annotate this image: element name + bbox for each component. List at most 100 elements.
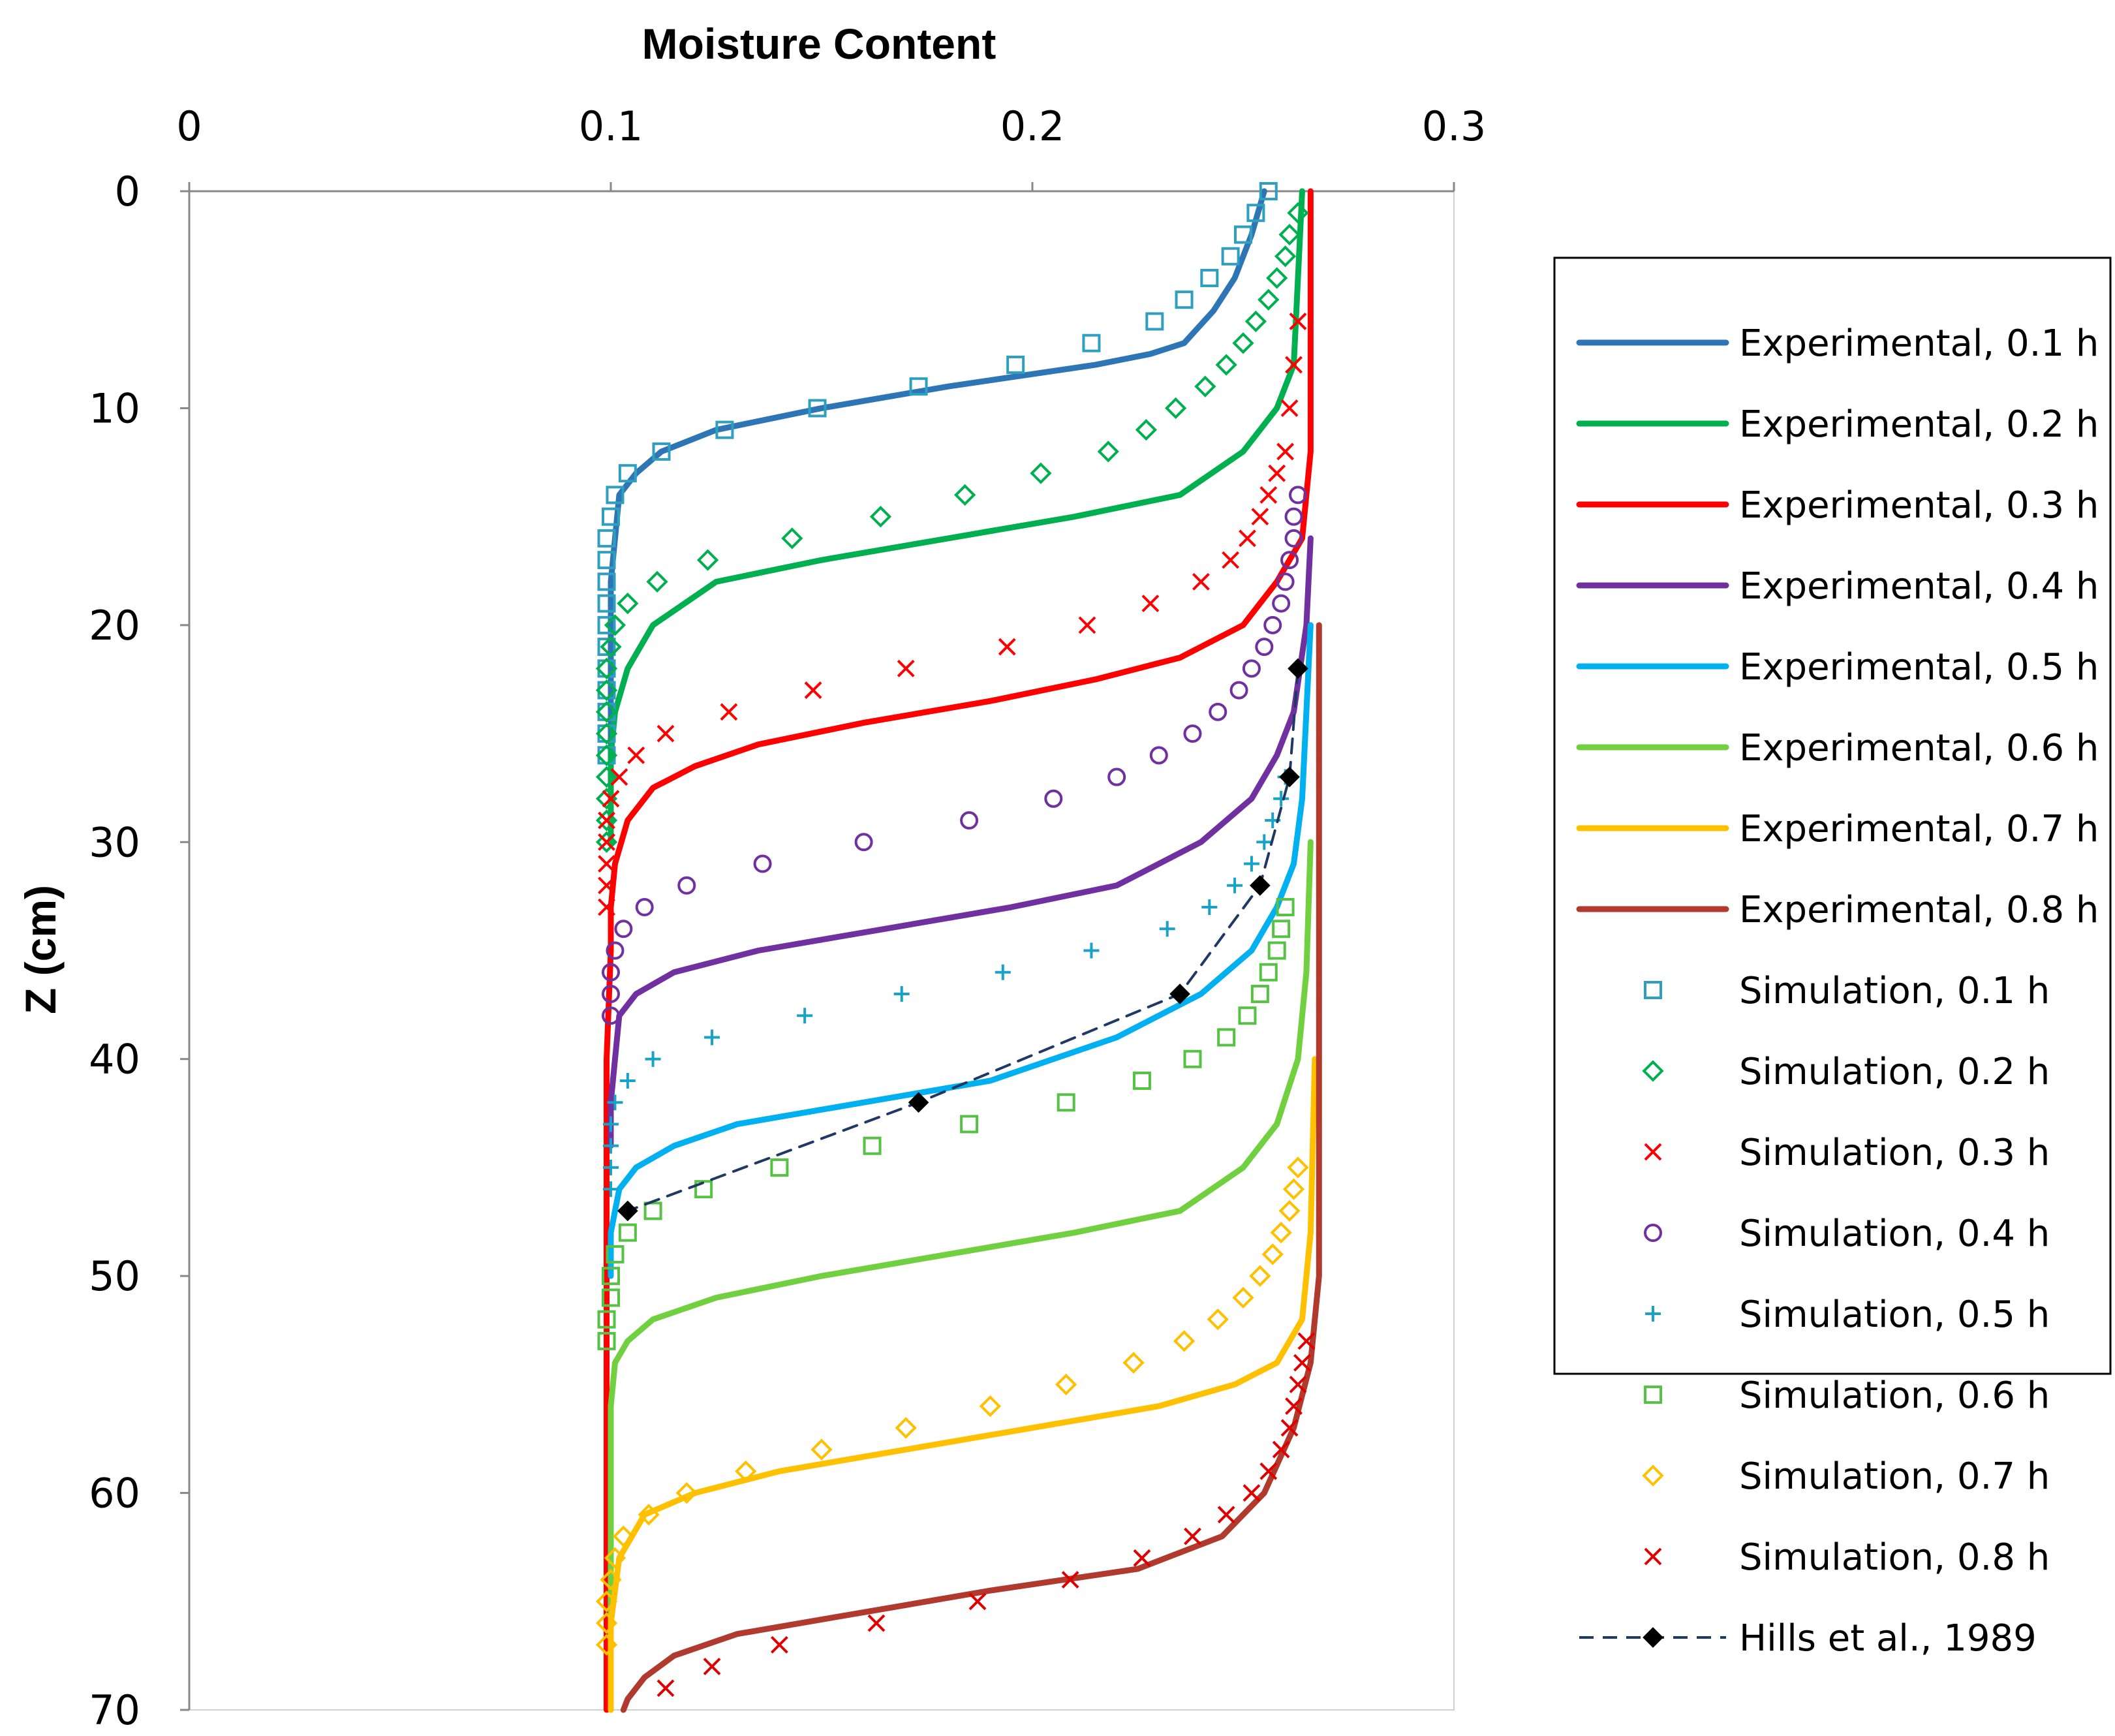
data-point-simulation-0-3-h [627, 746, 645, 764]
data-point-simulation-0-1-h [652, 442, 671, 461]
data-point-simulation-0-7-h [675, 1481, 698, 1504]
legend-item-simulation-0-1-h: Simulation, 0.1 h [1644, 970, 2050, 1012]
data-point-simulation-0-4-h [1280, 551, 1299, 570]
data-point-simulation-0-1-h [597, 638, 616, 657]
data-point-simulation-0-3-h [720, 703, 738, 721]
series-experimental-0-3-h [604, 188, 1314, 1713]
data-point-simulation-0-4-h [602, 984, 620, 1003]
data-point-simulation-0-6-h [960, 1115, 979, 1134]
legend-label: Experimental, 0.5 h [1739, 646, 2099, 689]
data-point-simulation-0-7-h [1282, 1178, 1305, 1200]
data-point-simulation-0-2-h [869, 506, 892, 528]
data-point-simulation-0-1-h [1145, 312, 1164, 331]
legend-label: Experimental, 0.7 h [1739, 808, 2099, 850]
data-point-simulation-0-7-h [595, 1612, 618, 1634]
series-line-experimental-0-5-h [608, 622, 1314, 1279]
data-point-simulation-0-4-h [1263, 615, 1282, 634]
data-point-simulation-0-5-h [1243, 856, 1259, 872]
data-point-simulation-0-2-h [1097, 441, 1119, 463]
legend-item-experimental-0-2-h: Experimental, 0.2 h [1576, 403, 2099, 446]
data-point-simulation-0-6-h [1250, 984, 1269, 1003]
data-point-simulation-0-2-h [1244, 310, 1267, 333]
data-point-simulation-0-2-h [595, 744, 618, 766]
data-point-simulation-0-7-h [735, 1460, 757, 1482]
data-point-simulation-0-5-h [893, 985, 910, 1002]
legend-label: Hills et al., 1989 [1739, 1617, 2037, 1660]
data-point-simulation-0-1-h [1200, 268, 1219, 287]
data-point-simulation-0-4-h [602, 963, 620, 982]
legend-label: Simulation, 0.4 h [1739, 1213, 2050, 1255]
data-point-simulation-0-8-h [1217, 1506, 1235, 1524]
data-point-simulation-0-3-h [804, 681, 822, 700]
data-point-hills-et-al-1989 [1250, 875, 1271, 896]
data-point-simulation-0-4-h [960, 811, 979, 830]
series-experimental-0-6-h [608, 839, 1314, 1713]
y-tick-label: 0 [115, 168, 140, 215]
data-point-simulation-0-5-h [995, 964, 1011, 980]
series-line-experimental-0-7-h [608, 1056, 1318, 1713]
data-point-simulation-0-2-h [595, 809, 618, 831]
data-point-simulation-0-7-h [1270, 1222, 1292, 1244]
data-point-simulation-0-3-h [598, 833, 615, 851]
data-point-simulation-0-4-h [1149, 746, 1168, 765]
data-point-simulation-0-1-h [1082, 333, 1101, 352]
data-point-simulation-0-3-h [598, 855, 615, 873]
data-point-simulation-0-3-h [1239, 529, 1256, 548]
data-point-simulation-0-4-h [1284, 529, 1303, 548]
data-point-simulation-0-6-h [606, 1245, 625, 1263]
legend-item-simulation-0-7-h: Simulation, 0.7 h [1642, 1455, 2050, 1498]
data-point-simulation-0-5-h [603, 1138, 619, 1154]
data-point-simulation-0-6-h [597, 1310, 616, 1329]
data-point-simulation-0-4-h [606, 941, 625, 960]
data-point-simulation-0-4-h [1107, 767, 1126, 786]
legend-item-experimental-0-3-h: Experimental, 0.3 h [1576, 484, 2099, 527]
data-point-simulation-0-8-h [1280, 1419, 1299, 1437]
data-point-simulation-0-4-h [1044, 789, 1063, 808]
data-point-hills-et-al-1989 [908, 1092, 929, 1113]
series-line-experimental-0-4-h [608, 535, 1314, 1149]
data-point-simulation-0-4-h [753, 854, 772, 873]
data-point-simulation-0-7-h [1173, 1330, 1196, 1352]
data-point-simulation-0-8-h [1297, 1332, 1316, 1350]
data-point-simulation-0-2-h [595, 766, 618, 788]
legend-swatch [1644, 981, 1662, 999]
legend-swatch [1644, 1547, 1662, 1566]
series-simulation-0-2-h [595, 202, 1309, 853]
data-point-simulation-0-7-h [1122, 1352, 1145, 1374]
data-point-simulation-0-7-h [895, 1417, 917, 1439]
legend-label: Experimental, 0.2 h [1739, 403, 2099, 446]
legend-item-simulation-0-2-h: Simulation, 0.2 h [1642, 1051, 2050, 1093]
data-point-simulation-0-6-h [1259, 963, 1278, 982]
data-point-simulation-0-3-h [1289, 313, 1307, 330]
series-simulation-0-7-h [595, 1156, 1309, 1656]
data-point-simulation-0-3-h [598, 811, 615, 829]
data-point-simulation-0-4-h [1288, 486, 1307, 504]
data-point-simulation-0-1-h [597, 551, 616, 570]
data-point-simulation-0-6-h [1272, 920, 1291, 938]
legend-swatch [1644, 1143, 1662, 1161]
series-simulation-0-6-h [597, 898, 1295, 1350]
legend-item-simulation-0-6-h: Simulation, 0.6 h [1644, 1374, 2050, 1417]
legend-swatch [1642, 1465, 1664, 1487]
y-tick-label: 60 [89, 1470, 140, 1517]
data-point-simulation-0-5-h [1083, 942, 1100, 959]
y-tick-label: 10 [89, 384, 140, 432]
plot-area: 0 0.1 0.2 0.3 0 10 20 30 40 50 60 70 [89, 102, 1486, 1734]
legend-item-experimental-0-7-h: Experimental, 0.7 h [1576, 808, 2099, 850]
data-point-simulation-0-2-h [696, 549, 719, 571]
data-point-simulation-0-7-h [810, 1438, 833, 1461]
series-experimental-0-4-h [608, 535, 1314, 1149]
series-line-experimental-0-2-h [608, 188, 1305, 845]
data-point-simulation-0-2-h [1135, 419, 1158, 441]
data-point-simulation-0-6-h [1183, 1049, 1202, 1068]
data-point-simulation-0-8-h [1259, 1462, 1278, 1480]
data-point-simulation-0-4-h [1242, 659, 1261, 678]
data-point-simulation-0-5-h [619, 1072, 636, 1089]
data-point-simulation-0-4-h [1272, 594, 1291, 613]
data-point-simulation-0-7-h [612, 1525, 635, 1547]
data-point-simulation-0-2-h [1165, 397, 1187, 420]
legend-item-simulation-0-8-h: Simulation, 0.8 h [1644, 1536, 2050, 1579]
x-tick-label: 0.1 [579, 102, 643, 150]
data-point-simulation-0-6-h [770, 1158, 789, 1177]
